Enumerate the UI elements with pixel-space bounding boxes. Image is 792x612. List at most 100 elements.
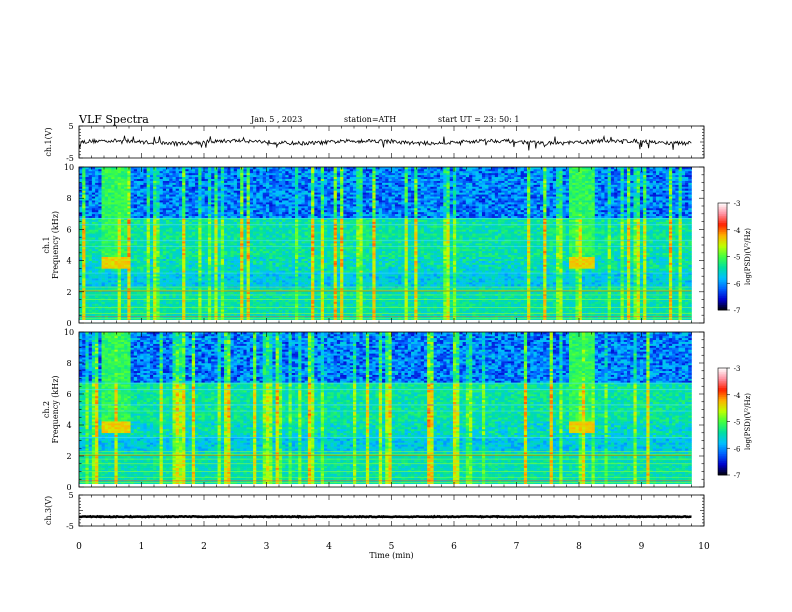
spectrogram-cell xyxy=(214,210,218,212)
spectrogram-cell xyxy=(89,177,93,179)
spectrogram-cell xyxy=(231,194,235,196)
spectrogram-cell xyxy=(234,288,238,290)
spectrogram-cell xyxy=(114,206,118,208)
spectrogram-cell xyxy=(263,226,267,228)
spectrogram-cell xyxy=(143,245,147,247)
spectrogram-cell xyxy=(224,194,228,196)
spectrogram-cell xyxy=(89,278,93,280)
spectrogram-cell xyxy=(160,284,164,286)
spectrogram-cell xyxy=(247,259,251,261)
spectrogram-cell xyxy=(221,268,225,270)
spectrogram-cell xyxy=(166,263,170,265)
spectrogram-cell xyxy=(118,202,122,204)
spectrogram-cell xyxy=(131,220,135,222)
spectrogram-cell xyxy=(179,208,183,210)
spectrogram-cell xyxy=(179,185,183,187)
spectrogram-cell xyxy=(147,309,151,311)
spectrogram-cell xyxy=(147,177,151,179)
spectrogram-cell xyxy=(124,198,128,200)
spectrogram-cell xyxy=(92,268,96,270)
spectrogram-cell xyxy=(172,196,176,198)
spectrogram-cell xyxy=(121,192,125,194)
spectrogram-cell xyxy=(82,212,86,214)
spectrogram-cell xyxy=(147,229,151,231)
spectrogram-cell xyxy=(114,200,118,202)
spectrogram-cell xyxy=(260,183,264,185)
spectrogram-cell xyxy=(114,214,118,216)
spectrogram-cell xyxy=(192,175,196,177)
spectrogram-cell xyxy=(137,204,141,206)
spectrogram-cell xyxy=(82,253,86,255)
spectrogram-cell xyxy=(140,265,144,267)
spectrogram-cell xyxy=(211,202,215,204)
spectrogram-cell xyxy=(163,253,167,255)
spectrogram-cell xyxy=(89,266,93,268)
spectrogram-cell xyxy=(192,183,196,185)
spectrogram-cell xyxy=(205,235,209,237)
spectrogram-cell xyxy=(256,257,260,259)
spectrogram-cell xyxy=(256,200,260,202)
spectrogram-cell xyxy=(260,169,264,171)
spectrogram-cell xyxy=(214,220,218,222)
spectrogram-cell xyxy=(147,192,151,194)
spectrogram-cell xyxy=(256,171,260,173)
spectrogram-cell xyxy=(189,179,193,181)
spectrogram-cell xyxy=(202,206,206,208)
spectrogram-cell xyxy=(234,304,238,306)
spectrogram-cell xyxy=(243,257,247,259)
spectrogram-cell xyxy=(95,278,99,280)
spectrogram-cell xyxy=(250,229,254,231)
spectrogram-cell xyxy=(208,268,212,270)
spectrogram-cell xyxy=(266,302,270,304)
spectrogram-cell xyxy=(231,288,235,290)
spectrogram-cell xyxy=(237,255,241,257)
spectrogram-cell xyxy=(247,315,251,317)
spectrogram-cell xyxy=(224,220,228,222)
spectrogram-cell xyxy=(79,210,83,212)
spectrogram-cell xyxy=(253,276,257,278)
spectrogram-cell xyxy=(82,206,86,208)
spectrogram-cell xyxy=(205,175,209,177)
spectrogram-cell xyxy=(256,220,260,222)
spectrogram-cell xyxy=(234,202,238,204)
spectrogram-cell xyxy=(202,284,206,286)
spectrogram-cell xyxy=(137,179,141,181)
spectrogram-cell xyxy=(240,315,244,317)
spectrogram-cell xyxy=(95,284,99,286)
spectrogram-cell xyxy=(227,196,231,198)
spectrogram-cell xyxy=(234,243,238,245)
spectrogram-cell xyxy=(105,263,109,265)
spectrogram-cell xyxy=(169,257,173,259)
spectrogram-cell xyxy=(160,169,164,171)
spectrogram-cell xyxy=(105,302,109,304)
spectrogram-cell xyxy=(127,188,131,190)
spectrogram-cell xyxy=(102,171,106,173)
spectrogram-cell xyxy=(189,208,193,210)
spectrogram-cell xyxy=(92,226,96,228)
spectrogram-cell xyxy=(153,206,157,208)
spectrogram-cell xyxy=(237,220,241,222)
spectrogram-cell xyxy=(134,188,138,190)
spectrogram-cell xyxy=(179,169,183,171)
spectrogram-cell xyxy=(202,259,206,261)
spectrogram-cell xyxy=(147,181,151,183)
spectrogram-cell xyxy=(234,311,238,313)
spectrogram-cell xyxy=(234,268,238,270)
spectrogram-cell xyxy=(272,274,276,276)
spectrogram-cell xyxy=(214,216,218,218)
spectrogram-cell xyxy=(163,175,167,177)
spectrogram-cell xyxy=(247,263,251,265)
spectrogram-cell xyxy=(172,266,176,268)
spectrogram-cell xyxy=(243,268,247,270)
spectrogram-cell xyxy=(169,196,173,198)
spectrogram-cell xyxy=(240,229,244,231)
spectrogram-cell xyxy=(153,183,157,185)
spectrogram-cell xyxy=(266,309,270,311)
spectrogram-cell xyxy=(160,257,164,259)
spectrogram-cell xyxy=(92,265,96,267)
spectrogram-cell xyxy=(85,177,89,179)
spectrogram-cell xyxy=(102,214,106,216)
spectrogram-cell xyxy=(231,190,235,192)
spectrogram-cell xyxy=(108,175,112,177)
spectrogram-cell xyxy=(266,304,270,306)
